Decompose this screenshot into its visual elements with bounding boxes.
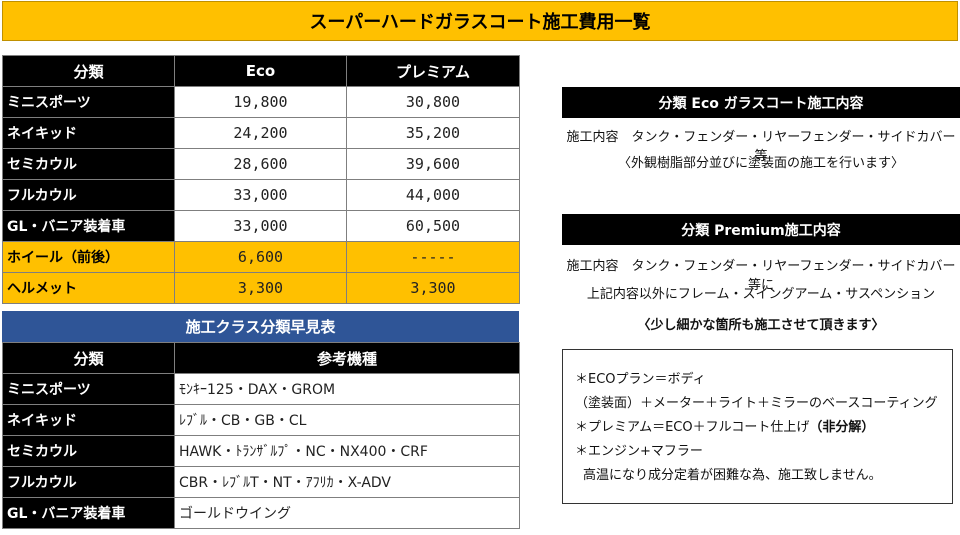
premium-price: 3,300 (346, 272, 520, 304)
note-line: ＊プレミアム＝ECO＋フルコート仕上げ（非分解） (575, 416, 952, 440)
table-row: GL・バニア装着車 33,000 60,500 (2, 210, 520, 242)
eco-price: 33,000 (174, 179, 347, 211)
row-category: ミニスポーツ (2, 86, 175, 118)
eco-price: 33,000 (174, 210, 347, 242)
header-models: 参考機種 (174, 342, 520, 374)
eco-price: 6,600 (174, 241, 347, 273)
premium-panel-line: 上記内容以外にフレーム・スイングアーム・サスペンション (586, 287, 936, 302)
row-category: GL・バニア装着車 (2, 210, 175, 242)
premium-price: 30,800 (346, 86, 520, 118)
table-row: セミカウル HAWK・ﾄﾗﾝｻﾞﾙﾌﾟ・NC・NX400・CRF (2, 435, 520, 467)
table-row: セミカウル 28,600 39,600 (2, 148, 520, 180)
table-row: フルカウル CBR・ﾚﾌﾞﾙT・NT・ｱﾌﾘｶ・X-ADV (2, 466, 520, 498)
table-row: ミニスポーツ 19,800 30,800 (2, 86, 520, 118)
page-title: スーパーハードガラスコート施工費用一覧 (2, 1, 958, 41)
premium-price: 35,200 (346, 117, 520, 149)
table-row: ネイキッド 24,200 35,200 (2, 117, 520, 149)
eco-price: 3,300 (174, 272, 347, 304)
reference-models: CBR・ﾚﾌﾞﾙT・NT・ｱﾌﾘｶ・X-ADV (174, 466, 520, 498)
eco-price: 19,800 (174, 86, 347, 118)
note-line: 高温になり成分定着が困難な為、施工致しません。 (583, 468, 882, 483)
row-category: ヘルメット (2, 272, 175, 304)
table-row: GL・バニア装着車 ゴールドウイング (2, 497, 520, 529)
row-category: セミカウル (2, 148, 175, 180)
note-line: （塗装面）＋メーター＋ライト＋ミラーのベースコーティング (575, 396, 938, 411)
eco-panel-line: 施工内容 タンク・フェンダー・リヤーフェンダー・サイドカバー等 (566, 130, 956, 164)
reference-models: HAWK・ﾄﾗﾝｻﾞﾙﾌﾟ・NC・NX400・CRF (174, 435, 520, 467)
row-category: セミカウル (2, 435, 175, 467)
row-category: GL・バニア装着車 (2, 497, 175, 529)
premium-panel-line: 施工内容 タンク・フェンダー・リヤーフェンダー・サイドカバー等に (566, 259, 956, 293)
premium-price: ----- (346, 241, 520, 273)
note-line: ＊ECOプラン＝ボディ (575, 372, 706, 387)
eco-price: 24,200 (174, 117, 347, 149)
eco-panel-title: 分類 Eco ガラスコート施工内容 (562, 87, 960, 118)
price-table: 分類 Eco プレミアム ミニスポーツ 19,800 30,800 ネイキッド … (2, 55, 520, 304)
price-table-header: 分類 Eco プレミアム (2, 55, 520, 87)
table-row: フルカウル 33,000 44,000 (2, 179, 520, 211)
eco-price: 28,600 (174, 148, 347, 180)
premium-panel-line: 〈少し細かな箇所も施工させて頂きます〉 (637, 318, 885, 333)
premium-price: 44,000 (346, 179, 520, 211)
note-text: ＊プレミアム＝ECO＋フルコート仕上げ (575, 420, 810, 435)
header-category: 分類 (2, 55, 175, 87)
note-line: ＊エンジン+マフラー (575, 444, 703, 459)
row-category: ミニスポーツ (2, 373, 175, 405)
premium-panel-title: 分類 Premium施工内容 (562, 214, 960, 245)
table-row: ネイキッド ﾚﾌﾞﾙ・CB・GB・CL (2, 404, 520, 436)
highlight-row: ヘルメット 3,300 3,300 (2, 272, 520, 304)
premium-price: 39,600 (346, 148, 520, 180)
note-emphasis: （非分解） (809, 420, 875, 435)
class-table-banner: 施工クラス分類早見表 (2, 311, 519, 342)
reference-models: ﾚﾌﾞﾙ・CB・GB・CL (174, 404, 520, 436)
reference-models: ﾓﾝｷｰ125・DAX・GROM (174, 373, 520, 405)
row-category: ネイキッド (2, 404, 175, 436)
class-table-header: 分類 参考機種 (2, 342, 520, 374)
header-eco: Eco (174, 55, 347, 87)
row-category: フルカウル (2, 179, 175, 211)
eco-panel-line: 〈外観樹脂部分並びに塗装面の施工を行います〉 (617, 156, 904, 171)
reference-models: ゴールドウイング (174, 497, 520, 529)
header-premium: プレミアム (346, 55, 520, 87)
highlight-row: ホイール（前後） 6,600 ----- (2, 241, 520, 273)
row-category: フルカウル (2, 466, 175, 498)
row-category: ホイール（前後） (2, 241, 175, 273)
header-category: 分類 (2, 342, 175, 374)
premium-price: 60,500 (346, 210, 520, 242)
table-row: ミニスポーツ ﾓﾝｷｰ125・DAX・GROM (2, 373, 520, 405)
class-table: 分類 参考機種 ミニスポーツ ﾓﾝｷｰ125・DAX・GROM ネイキッド ﾚﾌ… (2, 342, 520, 529)
notes-box: ＊ECOプラン＝ボディ （塗装面）＋メーター＋ライト＋ミラーのベースコーティング… (562, 349, 953, 504)
row-category: ネイキッド (2, 117, 175, 149)
